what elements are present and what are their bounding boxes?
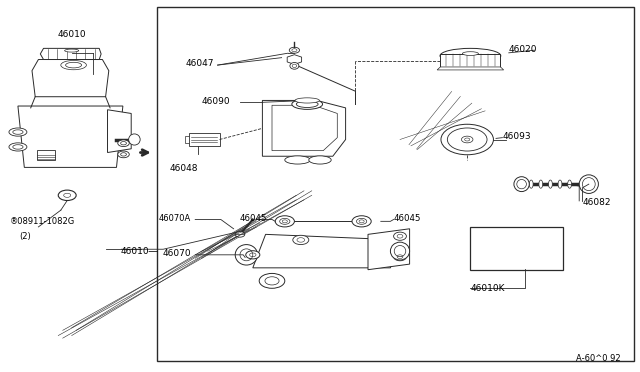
Bar [37, 150, 55, 160]
Text: 46070A: 46070A [159, 214, 191, 223]
Ellipse shape [309, 156, 332, 164]
Ellipse shape [65, 49, 79, 52]
Ellipse shape [120, 141, 127, 145]
Ellipse shape [120, 153, 127, 156]
Polygon shape [185, 136, 189, 143]
Ellipse shape [292, 235, 308, 245]
Polygon shape [32, 60, 109, 97]
Ellipse shape [295, 98, 319, 103]
Bar [157, 7, 634, 361]
Text: 46045: 46045 [240, 214, 268, 223]
Text: 46090: 46090 [202, 97, 230, 106]
Ellipse shape [118, 140, 129, 147]
Bar [470, 227, 563, 270]
Ellipse shape [13, 130, 23, 134]
Ellipse shape [64, 193, 70, 197]
Ellipse shape [529, 180, 533, 188]
Ellipse shape [447, 128, 487, 151]
Text: A-60^0 92: A-60^0 92 [576, 354, 621, 363]
Ellipse shape [394, 232, 406, 240]
Polygon shape [253, 234, 400, 268]
Ellipse shape [285, 156, 310, 164]
Polygon shape [440, 54, 500, 67]
Text: 46093: 46093 [502, 132, 531, 141]
Ellipse shape [579, 175, 598, 193]
Ellipse shape [259, 273, 285, 288]
Ellipse shape [58, 190, 76, 201]
Text: 46070: 46070 [162, 249, 191, 258]
Ellipse shape [356, 218, 367, 224]
Text: 46020: 46020 [509, 45, 538, 54]
Ellipse shape [13, 145, 23, 149]
Text: 46010: 46010 [58, 30, 86, 39]
Ellipse shape [461, 136, 473, 143]
Polygon shape [272, 105, 337, 151]
Ellipse shape [9, 128, 27, 136]
Ellipse shape [296, 101, 318, 108]
Ellipse shape [9, 143, 27, 151]
Text: 46048: 46048 [170, 164, 198, 173]
Ellipse shape [275, 216, 294, 227]
Polygon shape [368, 229, 410, 270]
Ellipse shape [462, 52, 479, 55]
Polygon shape [287, 55, 301, 64]
Text: 46010―: 46010― [120, 247, 158, 256]
Ellipse shape [558, 180, 562, 188]
Ellipse shape [236, 231, 245, 237]
Text: 46082: 46082 [582, 198, 611, 207]
Polygon shape [18, 106, 123, 167]
Ellipse shape [292, 99, 323, 109]
Ellipse shape [61, 61, 86, 70]
Text: ®08911-1082G: ®08911-1082G [10, 217, 75, 226]
Ellipse shape [280, 218, 290, 224]
Ellipse shape [290, 62, 299, 69]
Polygon shape [189, 133, 220, 146]
Polygon shape [262, 100, 346, 156]
Ellipse shape [394, 253, 406, 261]
Polygon shape [108, 110, 131, 153]
Ellipse shape [129, 134, 140, 145]
Text: 46045: 46045 [394, 214, 421, 223]
Text: 46010K: 46010K [470, 284, 505, 293]
Ellipse shape [246, 251, 260, 259]
Ellipse shape [236, 245, 258, 265]
Ellipse shape [352, 216, 371, 227]
Text: (2): (2) [19, 232, 31, 241]
Ellipse shape [390, 242, 410, 260]
Ellipse shape [289, 47, 300, 53]
Ellipse shape [66, 62, 82, 68]
Polygon shape [40, 48, 101, 60]
Text: 46047: 46047 [186, 60, 214, 68]
Ellipse shape [118, 151, 129, 158]
Ellipse shape [441, 124, 493, 155]
Polygon shape [437, 67, 504, 70]
Ellipse shape [514, 177, 529, 192]
Ellipse shape [440, 48, 500, 63]
Ellipse shape [548, 180, 552, 188]
Ellipse shape [539, 180, 543, 188]
Ellipse shape [568, 180, 572, 188]
